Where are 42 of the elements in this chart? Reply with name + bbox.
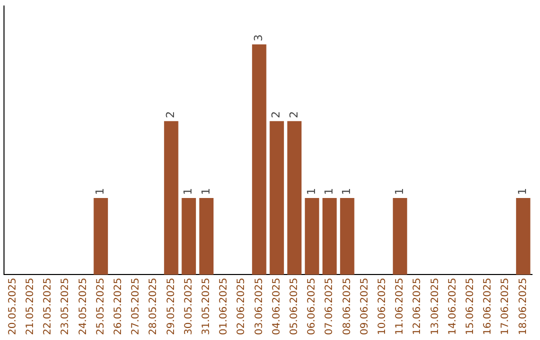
data-label: 3 [252,34,266,42]
x-tick-label: 01.06.2025 [218,278,230,336]
x-tick-label: 22.05.2025 [42,278,54,336]
x-tick-label: 04.06.2025 [271,278,282,336]
x-tick-label: 23.05.2025 [60,278,72,336]
data-label: 1 [516,188,530,195]
x-tick-label: 15.06.2025 [464,278,476,336]
x-tick-label: 29.05.2025 [166,278,177,336]
data-label: 1 [94,188,107,195]
data-label: 1 [199,188,212,195]
data-label: 2 [287,111,300,118]
x-tick-label: 16.06.2025 [482,278,494,336]
x-tick-label: 03.06.2025 [254,278,265,336]
x-tick-label: 30.05.2025 [183,278,194,336]
x-tick-label: 14.06.2025 [447,278,458,336]
x-tick-label: 17.06.2025 [500,278,512,336]
data-label: 1 [304,188,318,195]
x-tick-label: 07.06.2025 [324,278,336,336]
x-tick-label: 11.06.2025 [394,278,406,336]
x-tick-label: 08.06.2025 [342,278,353,336]
x-tick-label: 26.05.2025 [112,278,124,336]
x-tick-label: 12.06.2025 [412,278,424,336]
x-tick-label: 13.06.2025 [430,278,441,336]
x-tick-label: 21.05.2025 [24,278,36,336]
x-tick-label: 27.05.2025 [130,278,142,336]
x-tick-label: 31.05.2025 [200,278,212,336]
x-tick-label: 18.06.2025 [518,278,529,336]
x-tick-label: 24.05.2025 [78,278,89,336]
x-tick-label: 28.05.2025 [148,278,160,336]
data-label: 1 [322,188,336,195]
x-tick-label: 06.06.2025 [306,278,318,336]
data-label: 1 [340,188,354,195]
x-tick-label: 20.05.2025 [7,278,18,336]
data-label: 2 [270,111,283,118]
x-tick-label: 10.06.2025 [376,278,388,336]
x-tick-label: 02.06.2025 [236,278,248,336]
data-label: 1 [182,188,195,195]
x-tick-label: 09.06.2025 [359,278,370,336]
x-tick-label: 05.06.2025 [288,278,300,336]
x-tick-label: 25.05.2025 [95,278,106,336]
data-label: 2 [164,111,178,118]
data-label: 1 [392,188,406,195]
